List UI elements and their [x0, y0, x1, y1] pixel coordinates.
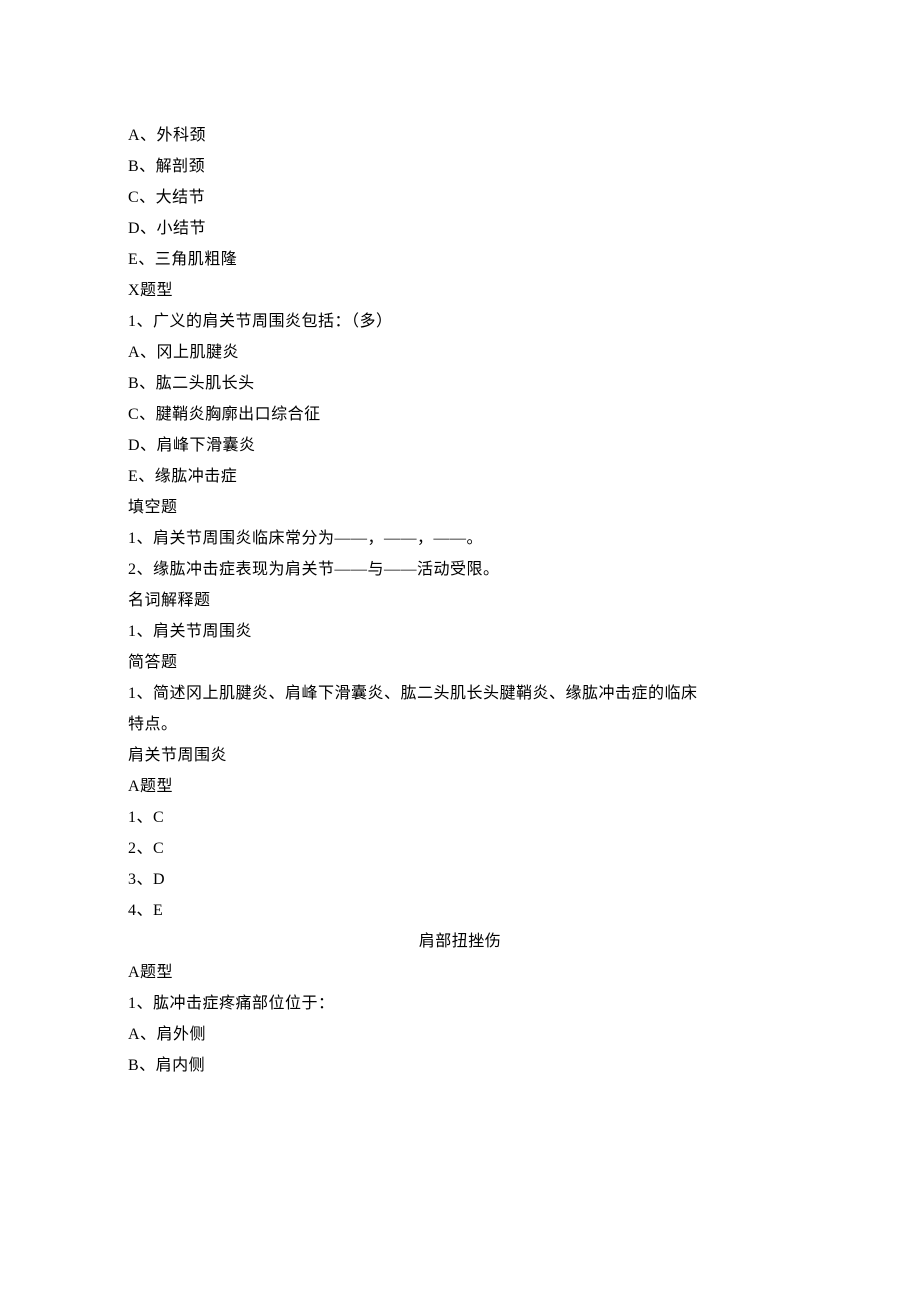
text-line-27: A题型	[128, 957, 792, 988]
text-line-17: 简答题	[128, 647, 792, 678]
text-line-29: A、肩外侧	[128, 1019, 792, 1050]
text-line-2: C、大结节	[128, 182, 792, 213]
text-line-15: 名词解释题	[128, 585, 792, 616]
text-line-8: B、肱二头肌长头	[128, 368, 792, 399]
text-line-12: 填空题	[128, 492, 792, 523]
text-line-23: 2、C	[128, 833, 792, 864]
text-line-5: X题型	[128, 275, 792, 306]
text-line-26: 肩部扭挫伤	[128, 926, 792, 957]
text-line-21: A题型	[128, 771, 792, 802]
text-line-19: 特点。	[128, 709, 792, 740]
text-line-1: B、解剖颈	[128, 151, 792, 182]
text-line-10: D、肩峰下滑囊炎	[128, 430, 792, 461]
text-line-3: D、小结节	[128, 213, 792, 244]
text-line-0: A、外科颈	[128, 120, 792, 151]
text-line-9: C、腱鞘炎胸廓出口综合征	[128, 399, 792, 430]
text-line-6: 1、广义的肩关节周围炎包括：（多）	[128, 306, 792, 337]
document-content: A、外科颈B、解剖颈C、大结节D、小结节E、三角肌粗隆X题型1、广义的肩关节周围…	[128, 120, 792, 1081]
text-line-13: 1、肩关节周围炎临床常分为——，——，——。	[128, 523, 792, 554]
text-line-22: 1、C	[128, 802, 792, 833]
text-line-18: 1、简述冈上肌腱炎、肩峰下滑囊炎、肱二头肌长头腱鞘炎、缘肱冲击症的临床	[128, 678, 792, 709]
text-line-11: E、缘肱冲击症	[128, 461, 792, 492]
text-line-7: A、冈上肌腱炎	[128, 337, 792, 368]
text-line-30: B、肩内侧	[128, 1050, 792, 1081]
text-line-25: 4、E	[128, 895, 792, 926]
text-line-28: 1、肱冲击症疼痛部位位于：	[128, 988, 792, 1019]
text-line-20: 肩关节周围炎	[128, 740, 792, 771]
text-line-16: 1、肩关节周围炎	[128, 616, 792, 647]
text-line-24: 3、D	[128, 864, 792, 895]
text-line-4: E、三角肌粗隆	[128, 244, 792, 275]
text-line-14: 2、缘肱冲击症表现为肩关节——与——活动受限。	[128, 554, 792, 585]
